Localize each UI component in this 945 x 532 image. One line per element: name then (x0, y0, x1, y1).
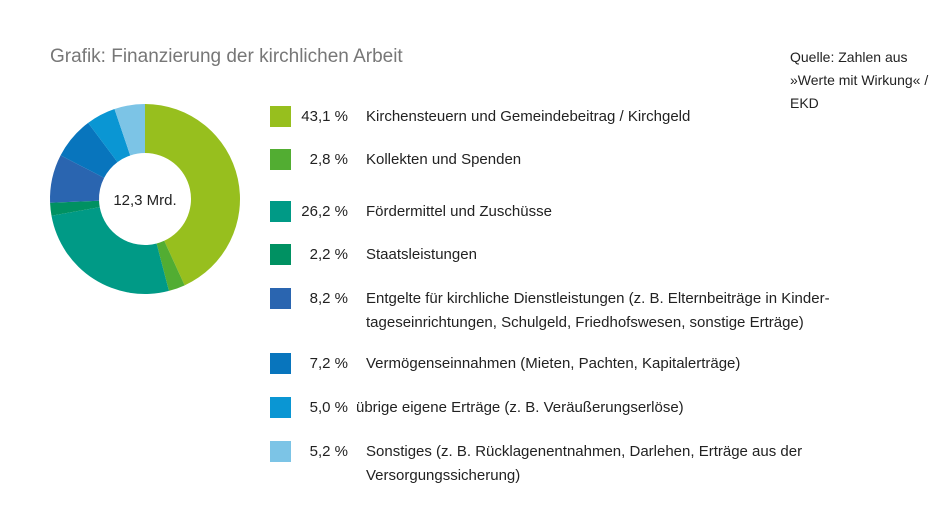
donut-slice-3 (51, 207, 169, 295)
legend-label: Kollekten und Spenden (366, 151, 522, 168)
legend-percentage: 2,2 % (309, 246, 348, 263)
legend-label: Vermögenseinnahmen (Mieten, Pachten, Kap… (366, 355, 741, 372)
donut-slice-7 (88, 109, 131, 163)
chart-title: Grafik: Finanzierung der kirchlichen Arb… (50, 46, 403, 67)
legend-percentage: 8,2 % (309, 290, 348, 307)
legend-label: Fördermittel und Zuschüsse (366, 203, 552, 220)
donut-slice-5 (49, 155, 105, 203)
legend-label: Entgelte für kirchliche Dienstleistungen… (366, 290, 830, 331)
legend-percentage: 26,2 % (301, 203, 348, 220)
legend-swatch (270, 397, 291, 418)
donut-slice-1 (145, 104, 241, 286)
legend-swatch (270, 441, 291, 462)
legend-swatch (270, 244, 291, 265)
legend-swatch (270, 353, 291, 374)
legend-percentage: 2,8 % (309, 151, 348, 168)
legend-label: Kirchensteuern und Gemeindebeitrag / Kir… (366, 108, 691, 125)
donut-slice-6 (60, 122, 118, 178)
legend-label: Staatsleistungen (366, 246, 477, 263)
legend-percentage: 5,0 % (309, 399, 348, 416)
donut-slice-2 (156, 240, 185, 291)
legend-percentage: 7,2 % (309, 355, 348, 372)
legend-swatch (270, 106, 291, 127)
source-note: Quelle: Zahlen aus »Werte mit Wirkung« /… (790, 49, 929, 111)
donut-slice-4 (50, 200, 100, 216)
legend-swatch (270, 288, 291, 309)
donut-slice-8 (114, 104, 145, 156)
center-label: 12,3 Mrd. (113, 192, 176, 209)
legend-swatch (270, 201, 291, 222)
legend-swatch (270, 149, 291, 170)
legend-percentage: 43,1 % (301, 108, 348, 125)
legend-percentage: 5,2 % (309, 443, 348, 460)
legend-label: Sonstiges (z. B. Rücklagenentnahmen, Dar… (366, 443, 803, 484)
legend-label: übrige eigene Erträge (z. B. Veräußerung… (356, 399, 684, 416)
